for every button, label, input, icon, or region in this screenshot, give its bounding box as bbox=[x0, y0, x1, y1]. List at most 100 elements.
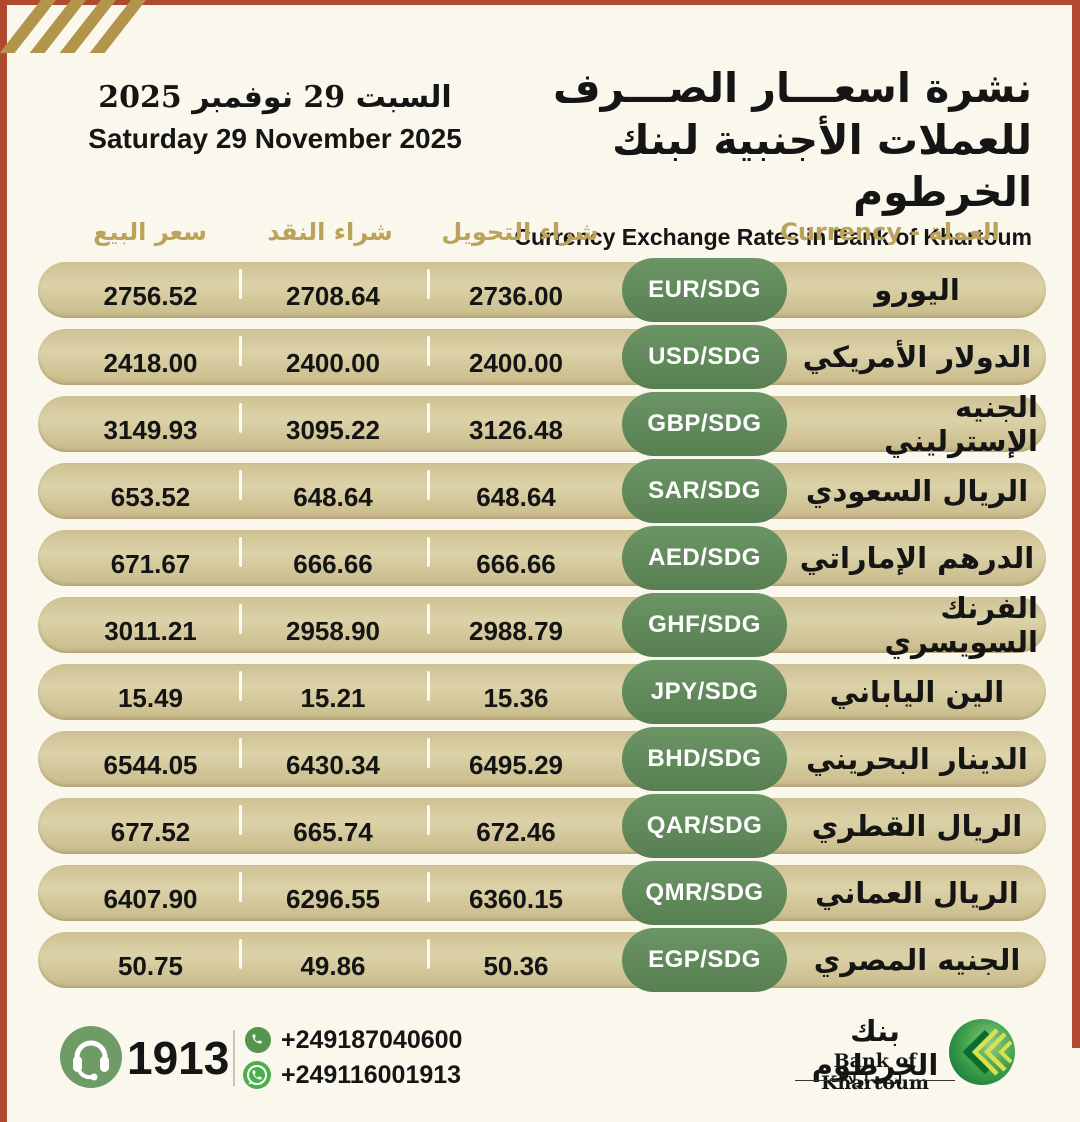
table-row: 2418.00 2400.00 2400.00 USD/SDG الدولار … bbox=[38, 325, 1046, 389]
sell-price-value: 2418.00 bbox=[103, 347, 198, 378]
currency-name: الفرنك السويسري bbox=[884, 591, 1038, 659]
table-row: 3011.21 2958.90 2988.79 GHF/SDG الفرنك ا… bbox=[38, 591, 1046, 659]
bank-logo-sphere-icon bbox=[948, 1018, 1016, 1086]
call-center-number: 1913 bbox=[127, 1032, 230, 1084]
table-row: 2756.52 2708.64 2736.00 EUR/SDG اليورو bbox=[38, 258, 1046, 322]
column-separator bbox=[239, 336, 242, 366]
whatsapp-icon bbox=[243, 1061, 271, 1089]
column-separator bbox=[239, 805, 242, 835]
title-arabic-line2: للعملات الأجنبية لبنك الخرطوم bbox=[612, 116, 1032, 216]
column-separator bbox=[239, 604, 242, 634]
currency-code-badge: USD/SDG bbox=[622, 325, 787, 389]
currency-code-badge: EGP/SDG bbox=[622, 928, 787, 992]
tagline-rule bbox=[909, 1079, 955, 1081]
gold-stripes-decoration bbox=[0, 0, 150, 53]
cash-buy-value: 6430.34 bbox=[286, 749, 380, 780]
column-separator bbox=[239, 738, 242, 768]
currency-name: الين الياباني bbox=[829, 675, 1005, 709]
column-separator bbox=[427, 872, 430, 902]
currency-name: الجنيه المصري bbox=[813, 943, 1021, 977]
currency-name: الريال القطري bbox=[811, 809, 1023, 843]
bank-logo-tagline: أنــت أولاً bbox=[795, 1073, 955, 1087]
currency-code-badge: QAR/SDG bbox=[622, 794, 787, 858]
column-separator bbox=[239, 671, 242, 701]
headset-icon bbox=[60, 1026, 122, 1088]
date-arabic: السبت 29 نوفمبر 2025 bbox=[98, 80, 452, 115]
transfer-buy-value: 666.66 bbox=[476, 548, 556, 579]
title-english: Currency Exchange Rates in Bank of Khart… bbox=[514, 224, 1032, 250]
column-separator bbox=[427, 738, 430, 768]
transfer-buy-value: 3126.48 bbox=[469, 414, 563, 445]
table-row: 3149.93 3095.22 3126.48 GBP/SDG الجنيه ا… bbox=[38, 390, 1046, 458]
currency-name: الريال العماني bbox=[815, 876, 1019, 910]
table-row: 15.49 15.21 15.36 JPY/SDG الين الياباني bbox=[38, 660, 1046, 724]
cash-buy-value: 2708.64 bbox=[286, 280, 380, 311]
table-row: 6407.90 6296.55 6360.15 QMR/SDG الريال ا… bbox=[38, 861, 1046, 925]
currency-code-badge: GHF/SDG bbox=[622, 593, 787, 657]
currency-code-badge: BHD/SDG bbox=[622, 727, 787, 791]
column-separator bbox=[239, 537, 242, 567]
currency-code-badge: SAR/SDG bbox=[622, 459, 787, 523]
currency-name: الدرهم الإماراتي bbox=[799, 541, 1035, 575]
transfer-buy-value: 648.64 bbox=[476, 481, 556, 512]
transfer-buy-value: 2988.79 bbox=[469, 615, 563, 646]
column-separator bbox=[427, 336, 430, 366]
tagline-text: أنــت أولاً bbox=[847, 1073, 903, 1087]
frame-border-left bbox=[0, 0, 7, 1122]
column-header-cash-buy: شراء النقد bbox=[267, 218, 393, 246]
cash-buy-value: 2400.00 bbox=[286, 347, 380, 378]
column-separator bbox=[239, 872, 242, 902]
sell-price-value: 677.52 bbox=[110, 816, 191, 847]
table-row: 6544.05 6430.34 6495.29 BHD/SDG الدينار … bbox=[38, 727, 1046, 791]
column-header-transfer-buy: شراء التحويل bbox=[441, 218, 599, 246]
currency-name: الريال السعودي bbox=[805, 474, 1029, 508]
cash-buy-value: 2958.90 bbox=[286, 615, 380, 646]
currency-code-badge: GBP/SDG bbox=[622, 392, 787, 456]
table-row: 653.52 648.64 648.64 SAR/SDG الريال السع… bbox=[38, 459, 1046, 523]
column-separator bbox=[427, 269, 430, 299]
column-separator bbox=[427, 403, 430, 433]
frame-border-top bbox=[0, 0, 1080, 5]
currency-code-badge: JPY/SDG bbox=[622, 660, 787, 724]
cash-buy-value: 648.64 bbox=[293, 481, 373, 512]
column-separator bbox=[427, 805, 430, 835]
sell-price-value: 653.52 bbox=[110, 481, 191, 512]
currency-name: اليورو bbox=[874, 273, 960, 307]
column-header-currency: العملة - Currency bbox=[780, 218, 1000, 246]
table-row: 50.75 49.86 50.36 EGP/SDG الجنيه المصري bbox=[38, 928, 1046, 992]
cash-buy-value: 6296.55 bbox=[286, 883, 380, 914]
bank-logo-english-name: Bank of Khartoum bbox=[820, 1050, 930, 1094]
column-separator bbox=[427, 604, 430, 634]
sell-price-value: 15.49 bbox=[117, 682, 184, 713]
transfer-buy-value: 6360.15 bbox=[469, 883, 563, 914]
column-separator bbox=[427, 671, 430, 701]
transfer-buy-value: 15.36 bbox=[483, 682, 549, 713]
bank-logo-arabic-name: بنك الخرطوم bbox=[811, 1014, 939, 1082]
sell-price-value: 671.67 bbox=[110, 548, 191, 579]
cash-buy-value: 15.21 bbox=[300, 682, 366, 713]
column-separator bbox=[427, 470, 430, 500]
frame-border-right bbox=[1072, 0, 1080, 1048]
currency-name: الدولار الأمريكي bbox=[802, 340, 1032, 374]
sell-price-value: 3011.21 bbox=[104, 615, 197, 646]
column-separator bbox=[427, 537, 430, 567]
table-row: 671.67 666.66 666.66 AED/SDG الدرهم الإم… bbox=[38, 526, 1046, 590]
rates-table-body: 2756.52 2708.64 2736.00 EUR/SDG اليورو 2… bbox=[38, 258, 1046, 999]
cash-buy-value: 3095.22 bbox=[286, 414, 380, 445]
cash-buy-value: 49.86 bbox=[300, 950, 366, 981]
sell-price-value: 3149.93 bbox=[103, 414, 198, 445]
transfer-buy-value: 2400.00 bbox=[469, 347, 563, 378]
currency-code-badge: QMR/SDG bbox=[622, 861, 787, 925]
transfer-buy-value: 6495.29 bbox=[469, 749, 563, 780]
phone-icon bbox=[245, 1027, 271, 1053]
transfer-buy-value: 50.36 bbox=[483, 950, 549, 981]
column-separator bbox=[239, 470, 242, 500]
currency-name: الدينار البحريني bbox=[806, 742, 1028, 776]
currency-code-badge: AED/SDG bbox=[622, 526, 787, 590]
table-row: 677.52 665.74 672.46 QAR/SDG الريال القط… bbox=[38, 794, 1046, 858]
title-arabic-line1: نشرة اسعـــار الصـــرف bbox=[553, 64, 1032, 112]
cash-buy-value: 665.74 bbox=[293, 816, 373, 847]
date-english: Saturday 29 November 2025 bbox=[88, 123, 462, 154]
date-block: السبت 29 نوفمبر 2025 Saturday 29 Novembe… bbox=[70, 80, 480, 155]
